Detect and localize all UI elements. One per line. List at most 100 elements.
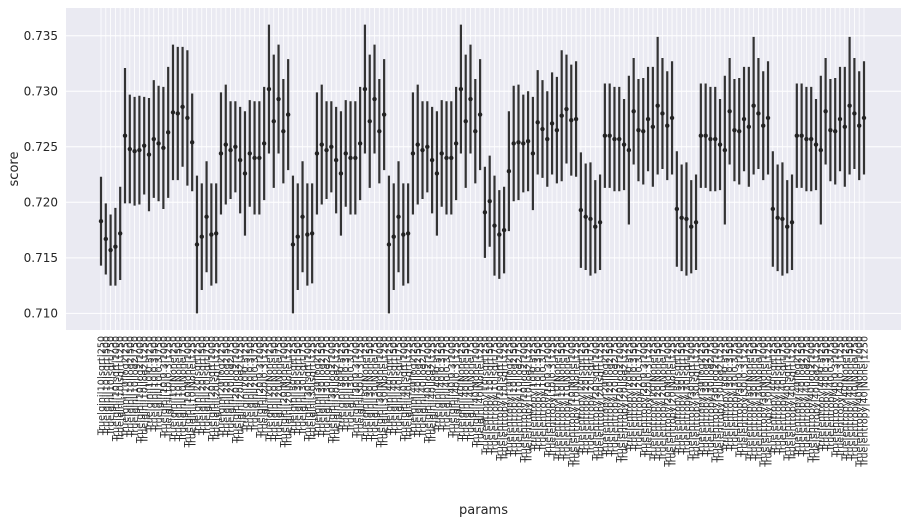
x-tick-label: True|entropy|20|log2|250 bbox=[600, 336, 611, 457]
data-point bbox=[511, 141, 516, 146]
data-point bbox=[497, 232, 502, 237]
data-point bbox=[319, 142, 324, 147]
data-point bbox=[266, 86, 272, 92]
data-point bbox=[732, 127, 737, 133]
x-tick-label: True|entropy|10|sqrt|1250 bbox=[500, 336, 511, 462]
x-tick-label: True|entropy|10|sqrt|1000 bbox=[495, 336, 506, 462]
x-tick-label: True|entropy|10|None|1250 bbox=[572, 336, 583, 468]
x-tick-label: True|gini|10|log2|500 bbox=[125, 336, 136, 438]
x-tick-label: True|entropy|30|0.3|1250 bbox=[740, 336, 751, 458]
x-tick-label: True|gini|20|sqrt|1250 bbox=[212, 336, 223, 442]
data-point bbox=[626, 147, 632, 153]
data-point bbox=[420, 147, 425, 153]
x-tick-label: True|entropy|20|None|1000 bbox=[663, 336, 674, 468]
y-tick-label: 0.735 bbox=[24, 29, 58, 43]
x-axis-label: params bbox=[459, 503, 508, 518]
x-tick-label: True|gini|20|log2|750 bbox=[226, 336, 237, 438]
data-point bbox=[348, 155, 353, 161]
x-tick-label: True|gini|20|log2|250 bbox=[216, 336, 227, 438]
data-point bbox=[593, 224, 598, 229]
x-tick-label: True|entropy|30|log2|1000 bbox=[711, 336, 722, 464]
data-point bbox=[535, 120, 540, 125]
data-point bbox=[775, 215, 780, 221]
data-point bbox=[530, 151, 536, 156]
x-tick-label: True|entropy|30|log2|250 bbox=[696, 336, 707, 457]
y-tick-label: 0.720 bbox=[24, 195, 58, 209]
x-tick-label: True|gini|30|sqrt|500 bbox=[293, 336, 304, 436]
x-tick-label: True|gini|20|log2|1000 bbox=[231, 336, 242, 444]
x-tick-label: True|entropy|30|0.3|250 bbox=[720, 336, 731, 452]
data-point bbox=[842, 124, 848, 130]
x-tick-label: True|gini|20|sqrt|250 bbox=[192, 336, 203, 436]
x-tick-label: True|entropy|40|0.3|1000 bbox=[831, 336, 842, 458]
data-point bbox=[607, 133, 612, 138]
data-point bbox=[717, 142, 723, 147]
x-tick-label: True|gini|10|log2|750 bbox=[130, 336, 141, 438]
x-tick-label: True|entropy|30|log2|500 bbox=[701, 336, 712, 457]
data-point bbox=[295, 234, 300, 239]
data-point bbox=[353, 155, 358, 161]
data-point bbox=[189, 140, 195, 145]
x-tick-label: True|gini|30|log2|500 bbox=[317, 336, 328, 438]
x-tick-label: True|gini|30|0.3|1250 bbox=[356, 336, 367, 439]
x-tick-label: True|gini|40|0.3|750 bbox=[442, 336, 453, 433]
x-tick-label: True|entropy|10|0.3|1000 bbox=[543, 336, 554, 458]
data-marks bbox=[98, 24, 867, 314]
data-point bbox=[434, 171, 440, 176]
x-tick-label: True|entropy|40|sqrt|1000 bbox=[783, 336, 794, 462]
x-tick-label: True|entropy|20|sqrt|1250 bbox=[596, 336, 607, 462]
x-tick-label: True|entropy|20|sqrt|250 bbox=[576, 336, 587, 456]
x-tick-label: True|gini|10|log2|1000 bbox=[135, 336, 146, 444]
x-tick-label: True|gini|40|0.3|250 bbox=[432, 336, 443, 433]
y-axis-label: score bbox=[7, 152, 22, 187]
data-point bbox=[597, 220, 603, 225]
data-point bbox=[237, 157, 243, 163]
data-point bbox=[564, 106, 569, 112]
data-point bbox=[785, 224, 790, 229]
x-tick-label: True|gini|40|sqrt|1000 bbox=[399, 336, 410, 442]
data-point bbox=[492, 223, 497, 228]
x-tick-label: True|entropy|20|0.3|750 bbox=[634, 336, 645, 452]
x-tick-label: True|entropy|10|0.3|750 bbox=[538, 336, 549, 452]
data-point bbox=[357, 141, 363, 146]
data-point bbox=[343, 151, 348, 156]
data-point bbox=[161, 145, 166, 151]
data-point bbox=[569, 117, 574, 123]
x-tick-label: True|entropy|30|0.3|500 bbox=[725, 336, 736, 452]
x-tick-label: True|gini|10|sqrt|1000 bbox=[111, 336, 122, 442]
x-tick-label: True|entropy|10|log2|500 bbox=[509, 336, 520, 457]
x-tick-label: True|gini|20|None|750 bbox=[274, 336, 285, 442]
x-tick-label: True|entropy|40|log2|250 bbox=[792, 336, 803, 457]
x-tick-label: True|gini|20|None|1000 bbox=[279, 336, 290, 448]
x-tick-label: True|entropy|40|log2|500 bbox=[797, 336, 808, 457]
data-point bbox=[621, 142, 627, 147]
x-tick-label: True|gini|10|None|250 bbox=[168, 336, 179, 442]
data-point bbox=[804, 136, 809, 142]
data-point bbox=[439, 151, 444, 156]
x-tick-label: True|entropy|40|0.3|750 bbox=[826, 336, 837, 452]
data-point bbox=[429, 157, 435, 163]
x-tick-label: True|entropy|20|log2|500 bbox=[605, 336, 616, 457]
data-point bbox=[660, 111, 665, 116]
data-point bbox=[857, 123, 862, 128]
x-tick-label: True|gini|40|log2|1250 bbox=[428, 336, 439, 444]
x-tick-label: True|gini|10|sqrt|1250 bbox=[116, 336, 127, 442]
x-tick-label: True|gini|40|None|500 bbox=[461, 336, 472, 442]
data-point bbox=[137, 147, 142, 153]
data-point bbox=[679, 215, 684, 221]
data-point bbox=[391, 234, 396, 239]
x-tick-label: True|entropy|20|0.3|250 bbox=[624, 336, 635, 452]
data-point bbox=[554, 127, 560, 133]
data-point bbox=[737, 129, 742, 134]
data-point bbox=[396, 214, 401, 219]
x-tick-label: True|gini|10|sqrt|250 bbox=[97, 336, 108, 436]
x-tick-label: True|gini|10|log2|1250 bbox=[140, 336, 151, 444]
data-point bbox=[449, 155, 454, 161]
x-tick-label: True|entropy|20|log2|750 bbox=[610, 336, 621, 457]
data-point bbox=[401, 232, 406, 237]
data-point bbox=[333, 157, 339, 163]
x-tick-label: True|gini|30|sqrt|750 bbox=[298, 336, 309, 436]
data-point bbox=[151, 136, 156, 142]
data-point bbox=[602, 133, 608, 138]
x-tick-label: True|gini|40|log2|1000 bbox=[423, 336, 434, 444]
